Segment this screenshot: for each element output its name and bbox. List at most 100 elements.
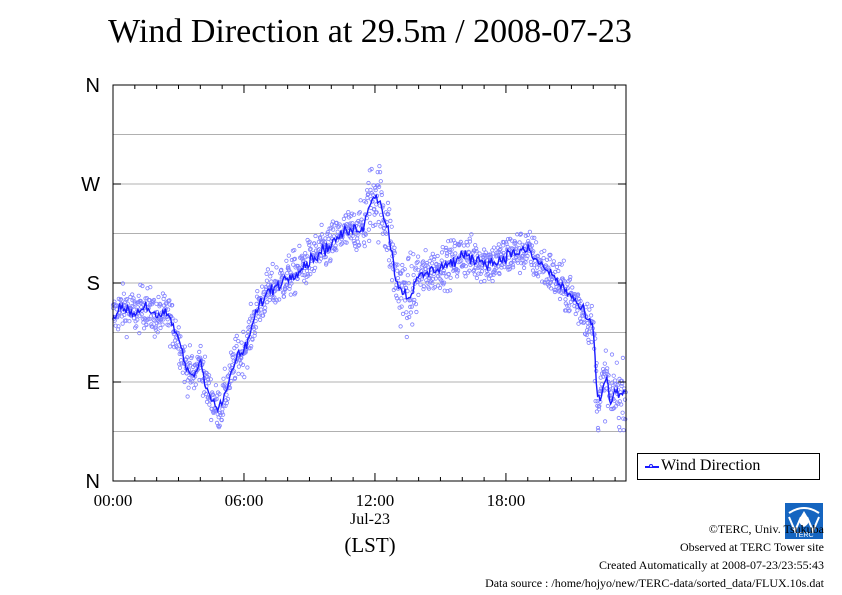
- data-point: [619, 402, 624, 407]
- data-point: [602, 361, 607, 366]
- data-point: [377, 164, 382, 169]
- data-point: [498, 246, 503, 252]
- data-point: [442, 270, 447, 276]
- data-point: [178, 334, 183, 339]
- x-tick-label: 00:00: [94, 491, 133, 510]
- data-point: [184, 357, 189, 362]
- data-point: [313, 243, 318, 248]
- data-point: [285, 264, 291, 269]
- data-point: [521, 265, 527, 270]
- x-axis-unit-label: (LST): [344, 533, 396, 557]
- data-point: [268, 274, 273, 279]
- data-point: [198, 343, 203, 349]
- data-point: [394, 295, 399, 301]
- data-point: [399, 304, 404, 309]
- data-point: [327, 233, 332, 238]
- data-point: [185, 355, 190, 360]
- data-point: [261, 289, 266, 295]
- data-point: [548, 286, 554, 291]
- data-point: [447, 249, 452, 254]
- data-point: [141, 320, 146, 325]
- data-point: [592, 332, 597, 337]
- data-point: [151, 317, 156, 322]
- data-point: [459, 258, 464, 263]
- data-point: [254, 301, 259, 306]
- data-point: [553, 288, 558, 293]
- data-point: [265, 267, 270, 272]
- data-point: [170, 341, 175, 346]
- data-point: [148, 314, 154, 319]
- data-point: [445, 288, 450, 294]
- data-point: [450, 254, 455, 259]
- data-point: [379, 192, 384, 197]
- data-point: [529, 243, 535, 248]
- data-point: [614, 360, 619, 365]
- data-point: [517, 270, 523, 276]
- data-point: [483, 250, 488, 255]
- data-point: [603, 348, 608, 353]
- data-point: [373, 222, 378, 227]
- data-point: [356, 243, 361, 248]
- data-point: [384, 231, 389, 236]
- data-point: [307, 239, 312, 244]
- data-point: [442, 288, 447, 293]
- data-point: [427, 280, 433, 285]
- data-point: [417, 272, 422, 277]
- data-point: [263, 305, 268, 310]
- data-point: [573, 311, 578, 317]
- data-point: [620, 410, 625, 415]
- data-point: [377, 170, 383, 175]
- data-point: [421, 259, 426, 264]
- data-point: [374, 210, 379, 215]
- data-point: [221, 376, 226, 381]
- series-line-group: [112, 194, 626, 414]
- data-point: [200, 393, 205, 398]
- data-point: [510, 263, 515, 268]
- data-point: [389, 224, 394, 229]
- data-point: [429, 261, 435, 266]
- data-point: [348, 221, 353, 226]
- data-point: [562, 278, 567, 284]
- data-point: [288, 292, 293, 297]
- data-point: [423, 266, 428, 272]
- y-tick-label: E: [87, 372, 100, 394]
- data-point: [245, 333, 250, 339]
- data-point: [533, 240, 539, 245]
- data-point: [490, 278, 495, 284]
- data-point: [219, 417, 224, 423]
- data-point: [439, 250, 445, 255]
- data-point: [418, 282, 423, 287]
- data-point: [421, 284, 426, 289]
- data-point: [372, 186, 378, 191]
- data-point: [344, 240, 349, 245]
- data-point: [312, 265, 318, 270]
- data-point: [185, 394, 190, 399]
- data-point: [232, 369, 237, 374]
- data-point: [136, 293, 141, 298]
- data-point: [620, 355, 626, 360]
- data-point: [258, 307, 264, 312]
- data-point: [462, 270, 467, 276]
- data-point: [575, 292, 581, 297]
- data-point: [596, 404, 601, 409]
- data-point: [267, 297, 272, 303]
- data-point: [397, 305, 402, 310]
- data-point: [398, 324, 403, 329]
- data-point: [197, 349, 202, 354]
- data-point: [579, 320, 584, 325]
- data-point: [378, 224, 383, 229]
- data-point: [589, 303, 594, 309]
- data-point: [225, 396, 230, 401]
- x-axis: 00:00 06:00 12:00 18:00: [94, 85, 616, 510]
- data-point: [467, 239, 473, 244]
- data-point: [269, 270, 274, 275]
- data-point: [424, 260, 430, 266]
- data-point: [481, 247, 487, 252]
- data-point: [416, 292, 421, 297]
- data-point: [408, 304, 413, 309]
- data-point: [611, 373, 616, 378]
- data-point: [593, 398, 598, 404]
- data-point: [346, 210, 351, 215]
- data-point: [337, 222, 342, 227]
- data-point: [239, 340, 244, 345]
